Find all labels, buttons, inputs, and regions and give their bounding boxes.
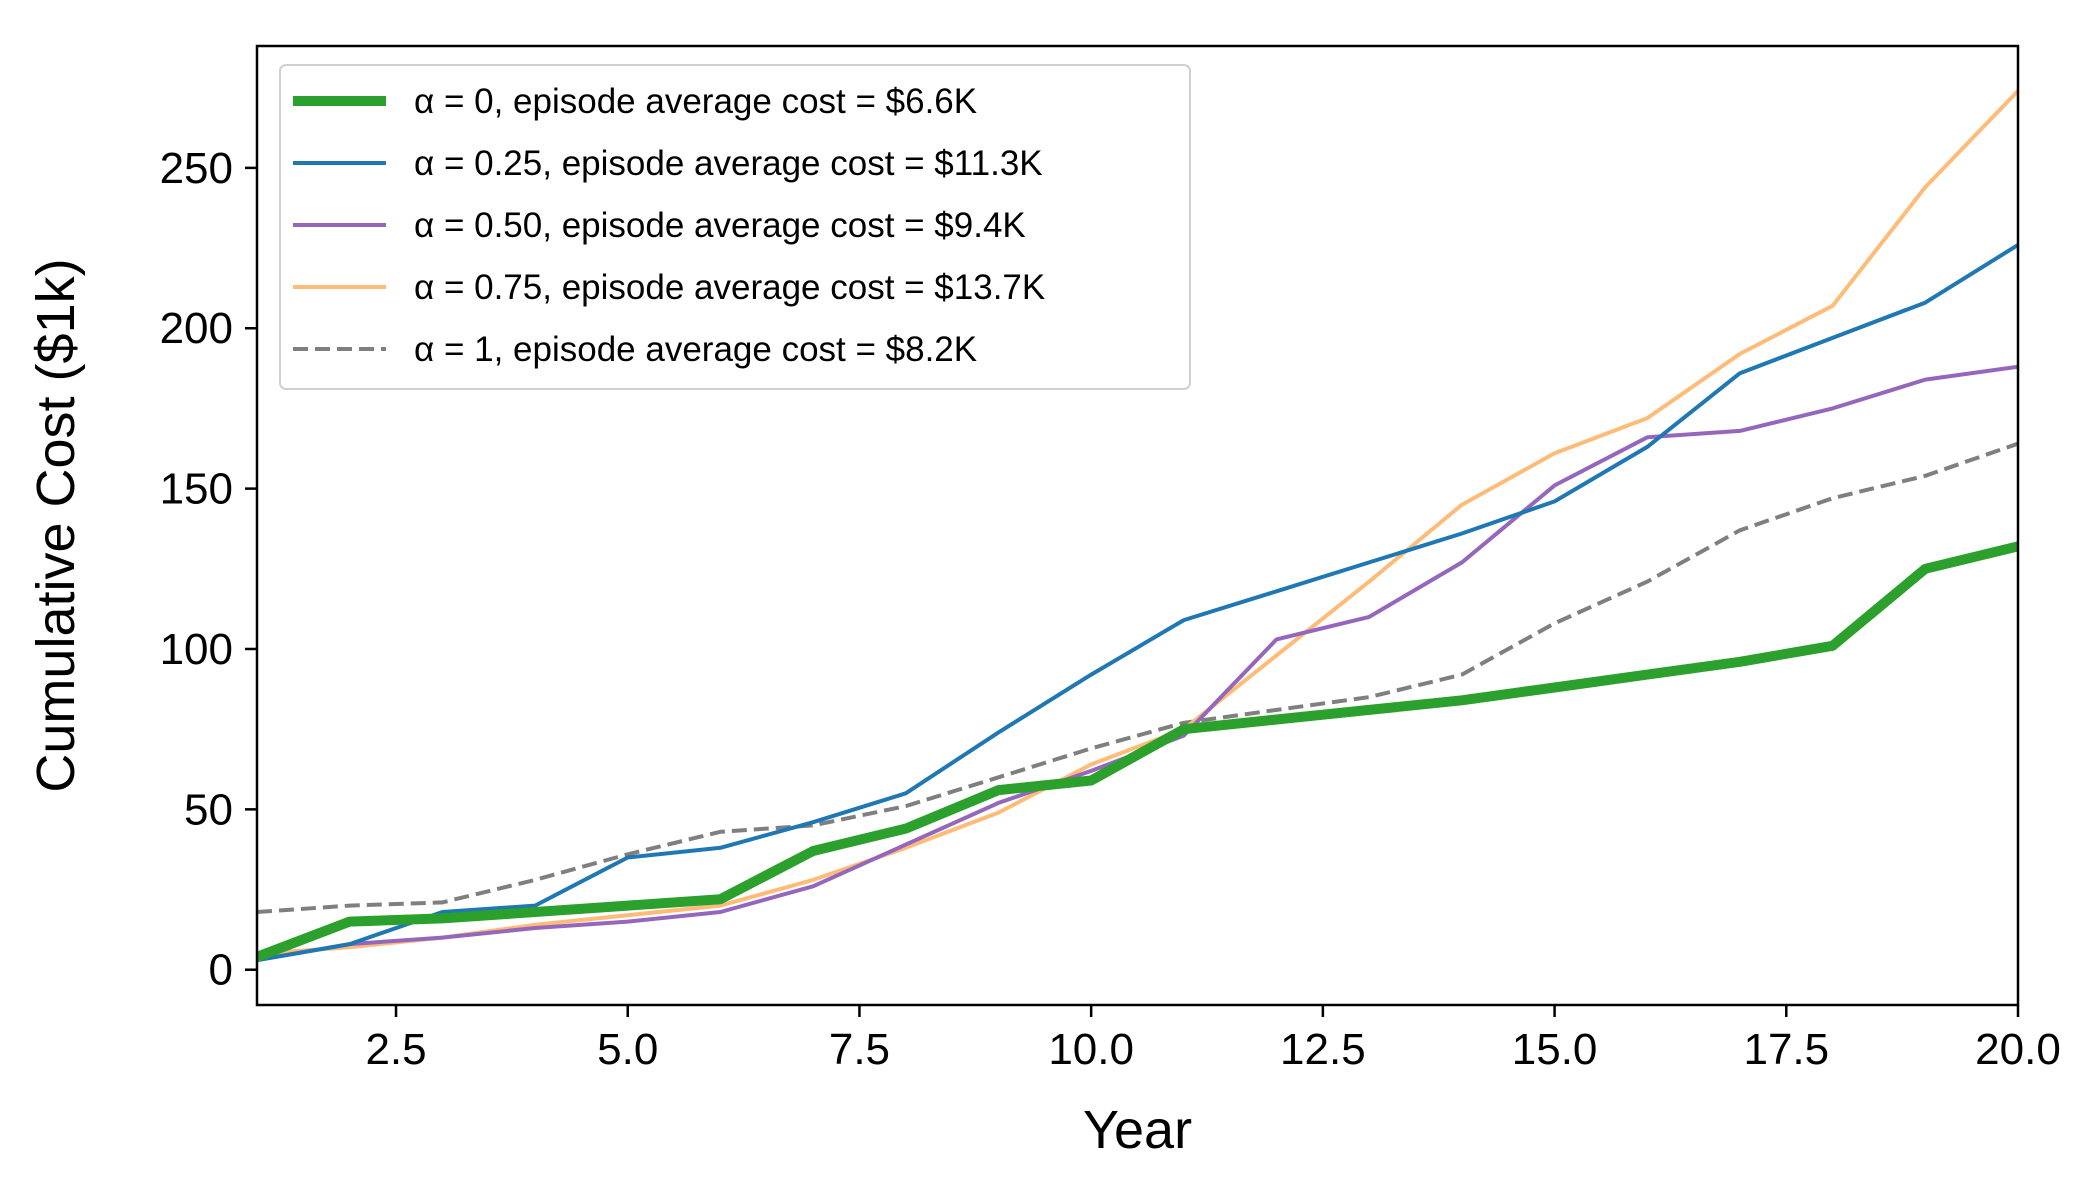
legend-label-2: α = 0.50, episode average cost = $9.4K <box>414 206 1026 245</box>
y-tick-label: 250 <box>160 144 233 193</box>
y-tick-label: 150 <box>160 465 233 514</box>
series-line-3 <box>257 88 2018 956</box>
y-tick-label: 100 <box>160 625 233 674</box>
x-axis: 2.5 5.0 7.5 10.0 12.5 15.0 17.5 20.0 <box>365 1005 2061 1074</box>
y-tick-label: 200 <box>160 304 233 353</box>
x-tick-label: 15.0 <box>1512 1025 1598 1074</box>
legend-box <box>279 64 1191 390</box>
legend-label-1: α = 0.25, episode average cost = $11.3K <box>414 144 1043 183</box>
series-line-1 <box>257 242 2018 963</box>
series-layer <box>257 88 2018 963</box>
x-axis-title: Year <box>1083 1100 1192 1160</box>
x-tick-label: 2.5 <box>365 1025 426 1074</box>
legend-label-0: α = 0, episode average cost = $6.6K <box>414 82 977 121</box>
series-line-4 <box>257 441 2018 914</box>
x-tick-label: 5.0 <box>597 1025 658 1074</box>
x-tick-label: 20.0 <box>1975 1025 2061 1074</box>
y-tick-label: 0 <box>209 946 233 995</box>
x-tick-label: 10.0 <box>1048 1025 1134 1074</box>
x-tick-label: 17.5 <box>1743 1025 1829 1074</box>
legend-label-3: α = 0.75, episode average cost = $13.7K <box>414 268 1045 307</box>
x-tick-label: 12.5 <box>1280 1025 1366 1074</box>
y-axis: 0 50 100 150 200 250 <box>160 144 257 995</box>
y-axis-title: Cumulative Cost ($1k) <box>26 258 86 792</box>
legend: α = 0, episode average cost = $6.6K α = 0… <box>279 64 1191 390</box>
plot-frame <box>255 44 2020 1007</box>
series-line-0 <box>257 541 2018 962</box>
x-tick-label: 7.5 <box>829 1025 890 1074</box>
y-tick-label: 50 <box>184 785 233 834</box>
legend-label-4: α = 1, episode average cost = $8.2K <box>414 330 977 369</box>
